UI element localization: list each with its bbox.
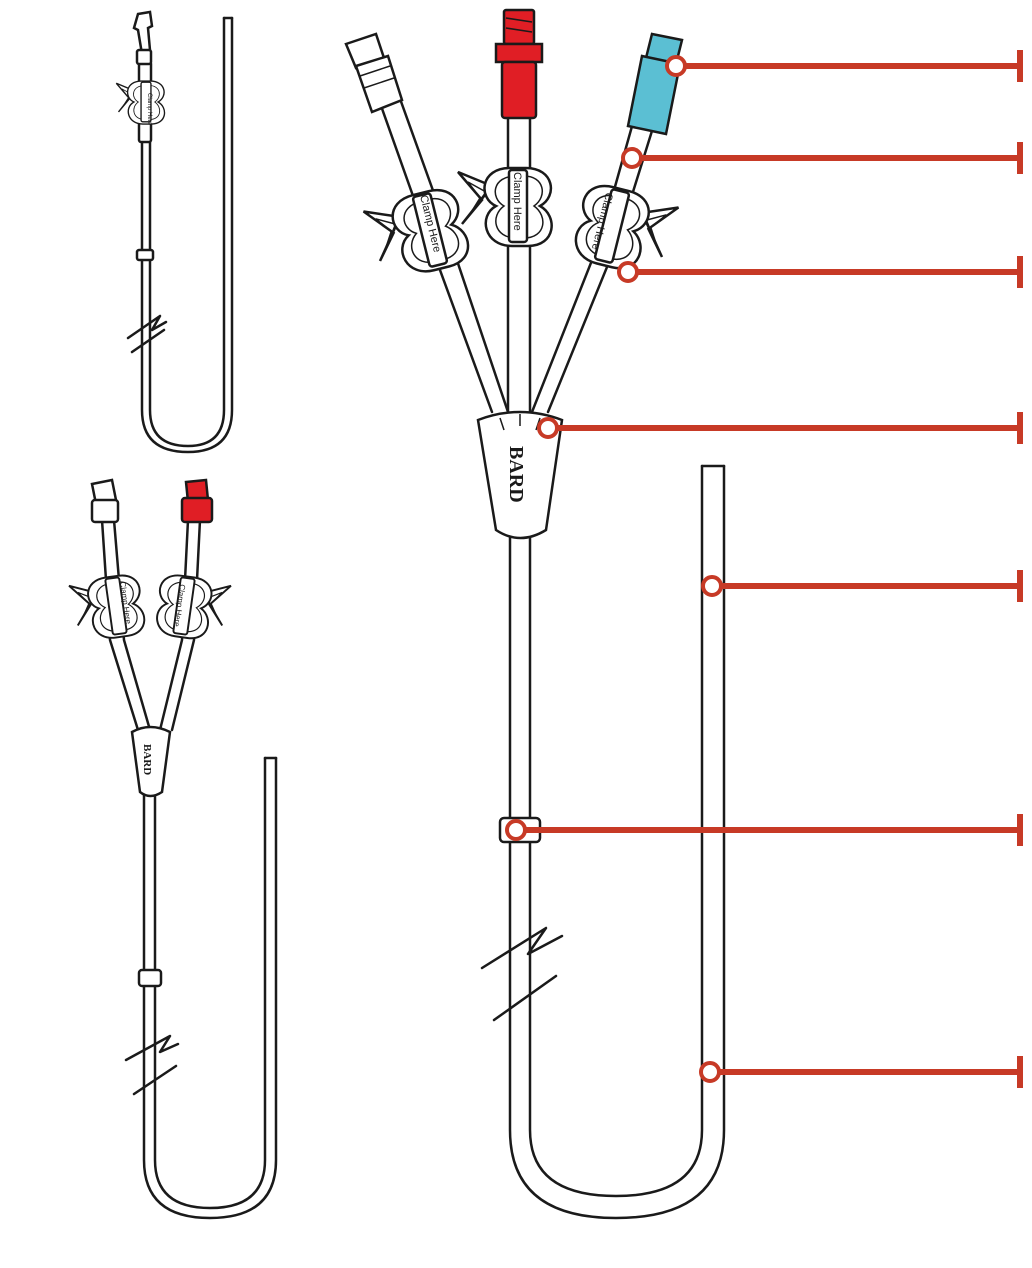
triple-hub-brand: BARD bbox=[505, 446, 527, 503]
dual-white-luer-hub bbox=[90, 478, 120, 524]
dual-clamp-left bbox=[68, 572, 148, 642]
callout-extension-leg bbox=[621, 142, 1023, 174]
single-luer-hub bbox=[132, 10, 154, 56]
dual-red-luer-hub bbox=[180, 478, 214, 524]
callout-catheter-tip-segment bbox=[699, 1056, 1023, 1088]
callout-clamp bbox=[617, 256, 1023, 288]
dual-clamp-right bbox=[152, 572, 232, 642]
triple-clamp-left bbox=[362, 183, 474, 279]
callout-leaders bbox=[505, 50, 1023, 1088]
triple-clamp-middle bbox=[456, 166, 553, 248]
callout-marker bbox=[701, 575, 723, 597]
single-clamp bbox=[115, 80, 166, 125]
triple-blue-luer-hub bbox=[626, 32, 684, 136]
triple-catheter-tube bbox=[508, 464, 726, 1220]
triple-bifurcation-hub bbox=[476, 410, 564, 540]
single-clamp-label: Clamp Here bbox=[146, 93, 152, 126]
callout-catheter-shaft bbox=[701, 570, 1023, 602]
dual-lumen-catheter: Clamp Here Clamp Here BARD bbox=[68, 478, 278, 1220]
callout-marker bbox=[537, 417, 559, 439]
dual-bifurcation-hub bbox=[130, 725, 172, 798]
single-suture-cuff bbox=[135, 248, 155, 262]
callout-marker bbox=[665, 55, 687, 77]
triple-break-mark bbox=[480, 926, 564, 970]
dual-break-mark bbox=[124, 1034, 180, 1062]
dual-catheter-tube bbox=[142, 756, 278, 1220]
dual-hub-brand: BARD bbox=[141, 744, 153, 775]
single-catheter-tube bbox=[140, 16, 234, 454]
dual-suture-cuff bbox=[137, 968, 163, 988]
triple-red-luer-hub bbox=[494, 8, 544, 120]
callout-bifurcation-hub bbox=[537, 412, 1023, 444]
callout-marker bbox=[505, 819, 527, 841]
callout-marker bbox=[621, 147, 643, 169]
triple-lumen-catheter: Clamp Here Clamp Here Clamp Here BARD bbox=[344, 8, 726, 1220]
callout-suture-cuff bbox=[505, 814, 1023, 846]
single-lumen-catheter: Clamp Here bbox=[115, 10, 234, 454]
callout-marker bbox=[617, 261, 639, 283]
callout-luer-connector bbox=[665, 50, 1023, 82]
single-break-mark bbox=[126, 314, 168, 340]
triple-clamp-middle-label: Clamp Here bbox=[511, 172, 523, 231]
callout-marker bbox=[699, 1061, 721, 1083]
triple-white-luer-hub bbox=[344, 32, 404, 114]
